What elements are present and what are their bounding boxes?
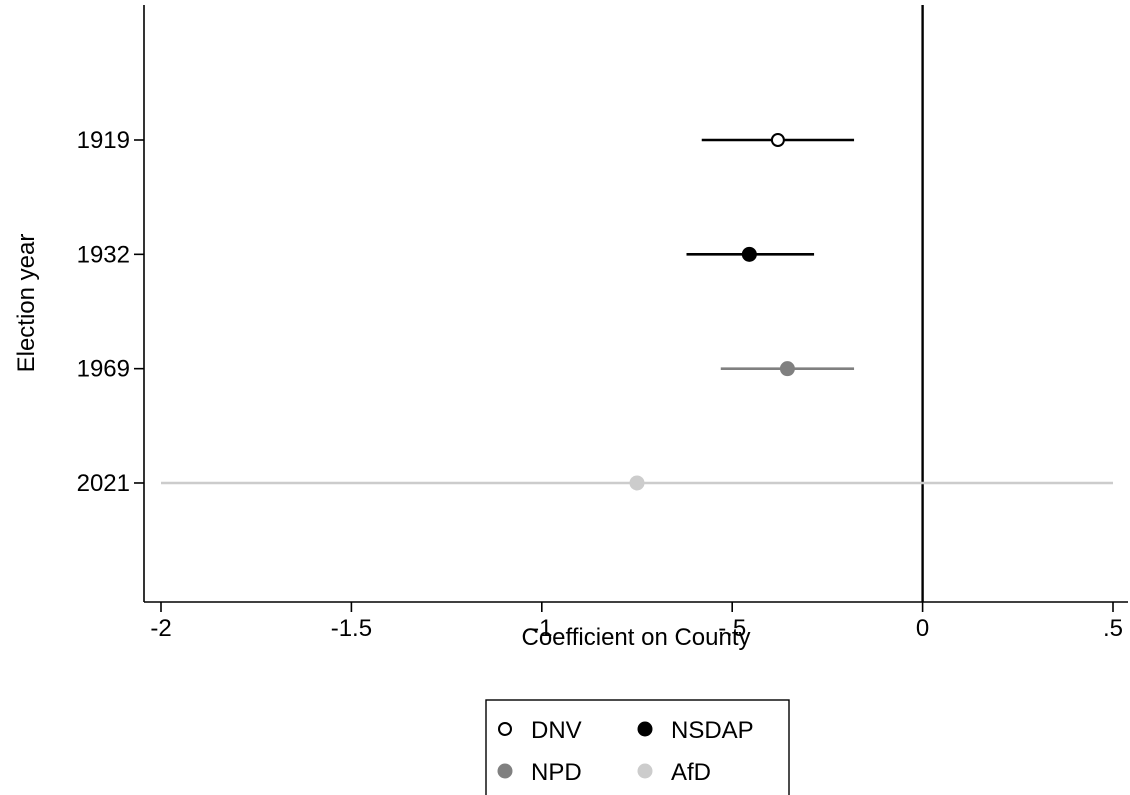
legend-label-dnv: DNV: [531, 717, 582, 744]
point-npd: [779, 361, 795, 377]
legend: DNV NSDAP NPD AfD: [485, 699, 790, 795]
legend-label-nsdap: NSDAP: [671, 717, 754, 744]
y-axis-title: Election year: [13, 234, 40, 373]
x-tick-label: -.5: [718, 615, 746, 642]
legend-box: [485, 699, 790, 795]
legend-marker-dnv: [498, 722, 512, 736]
point-dnv: [770, 133, 785, 147]
point-afd: [629, 475, 645, 491]
y-tick-label: 2021: [77, 470, 130, 497]
x-tick-label: -1: [531, 615, 552, 642]
x-tick-label: 0: [916, 615, 929, 642]
y-tick-label: 1919: [77, 127, 130, 154]
y-ticks: 1919 1932 1969 2021: [77, 127, 144, 497]
legend-label-npd: NPD: [531, 759, 582, 786]
x-axis-title: Coefficient on County: [521, 624, 750, 651]
legend-label-afd: AfD: [671, 759, 711, 786]
plot-axes: [143, 5, 1128, 603]
x-tick-label: -1.5: [331, 615, 372, 642]
y-tick-label: 1969: [77, 356, 130, 383]
x-ticks: -2 -1.5 -1 -.5 0 .5: [150, 602, 1123, 642]
point-nsdap: [741, 246, 757, 262]
legend-marker-nsdap: [637, 721, 653, 737]
x-tick-label: .5: [1103, 615, 1123, 642]
series-group: [161, 133, 1113, 491]
legend-marker-afd: [637, 763, 653, 779]
x-tick-label: -2: [150, 615, 171, 642]
legend-marker-npd: [497, 763, 513, 779]
y-tick-label: 1932: [77, 241, 130, 268]
